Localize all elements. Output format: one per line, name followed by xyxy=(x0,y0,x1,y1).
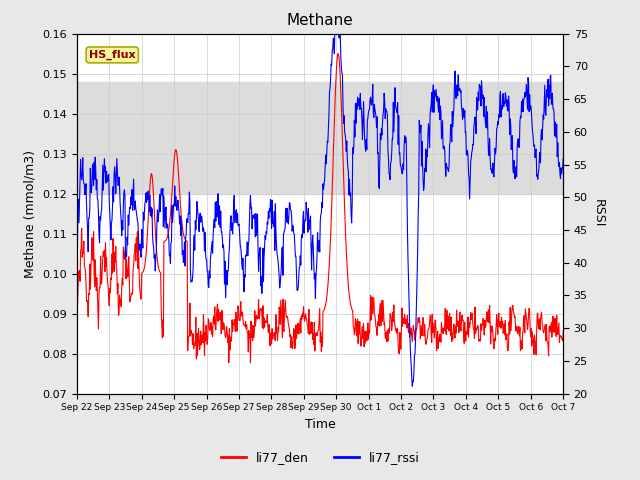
Text: HS_flux: HS_flux xyxy=(89,50,136,60)
Y-axis label: RSSI: RSSI xyxy=(591,199,604,228)
Title: Methane: Methane xyxy=(287,13,353,28)
Legend: li77_den, li77_rssi: li77_den, li77_rssi xyxy=(216,446,424,469)
Y-axis label: Methane (mmol/m3): Methane (mmol/m3) xyxy=(24,150,36,277)
Bar xyxy=(77,82,563,193)
X-axis label: Time: Time xyxy=(305,418,335,431)
